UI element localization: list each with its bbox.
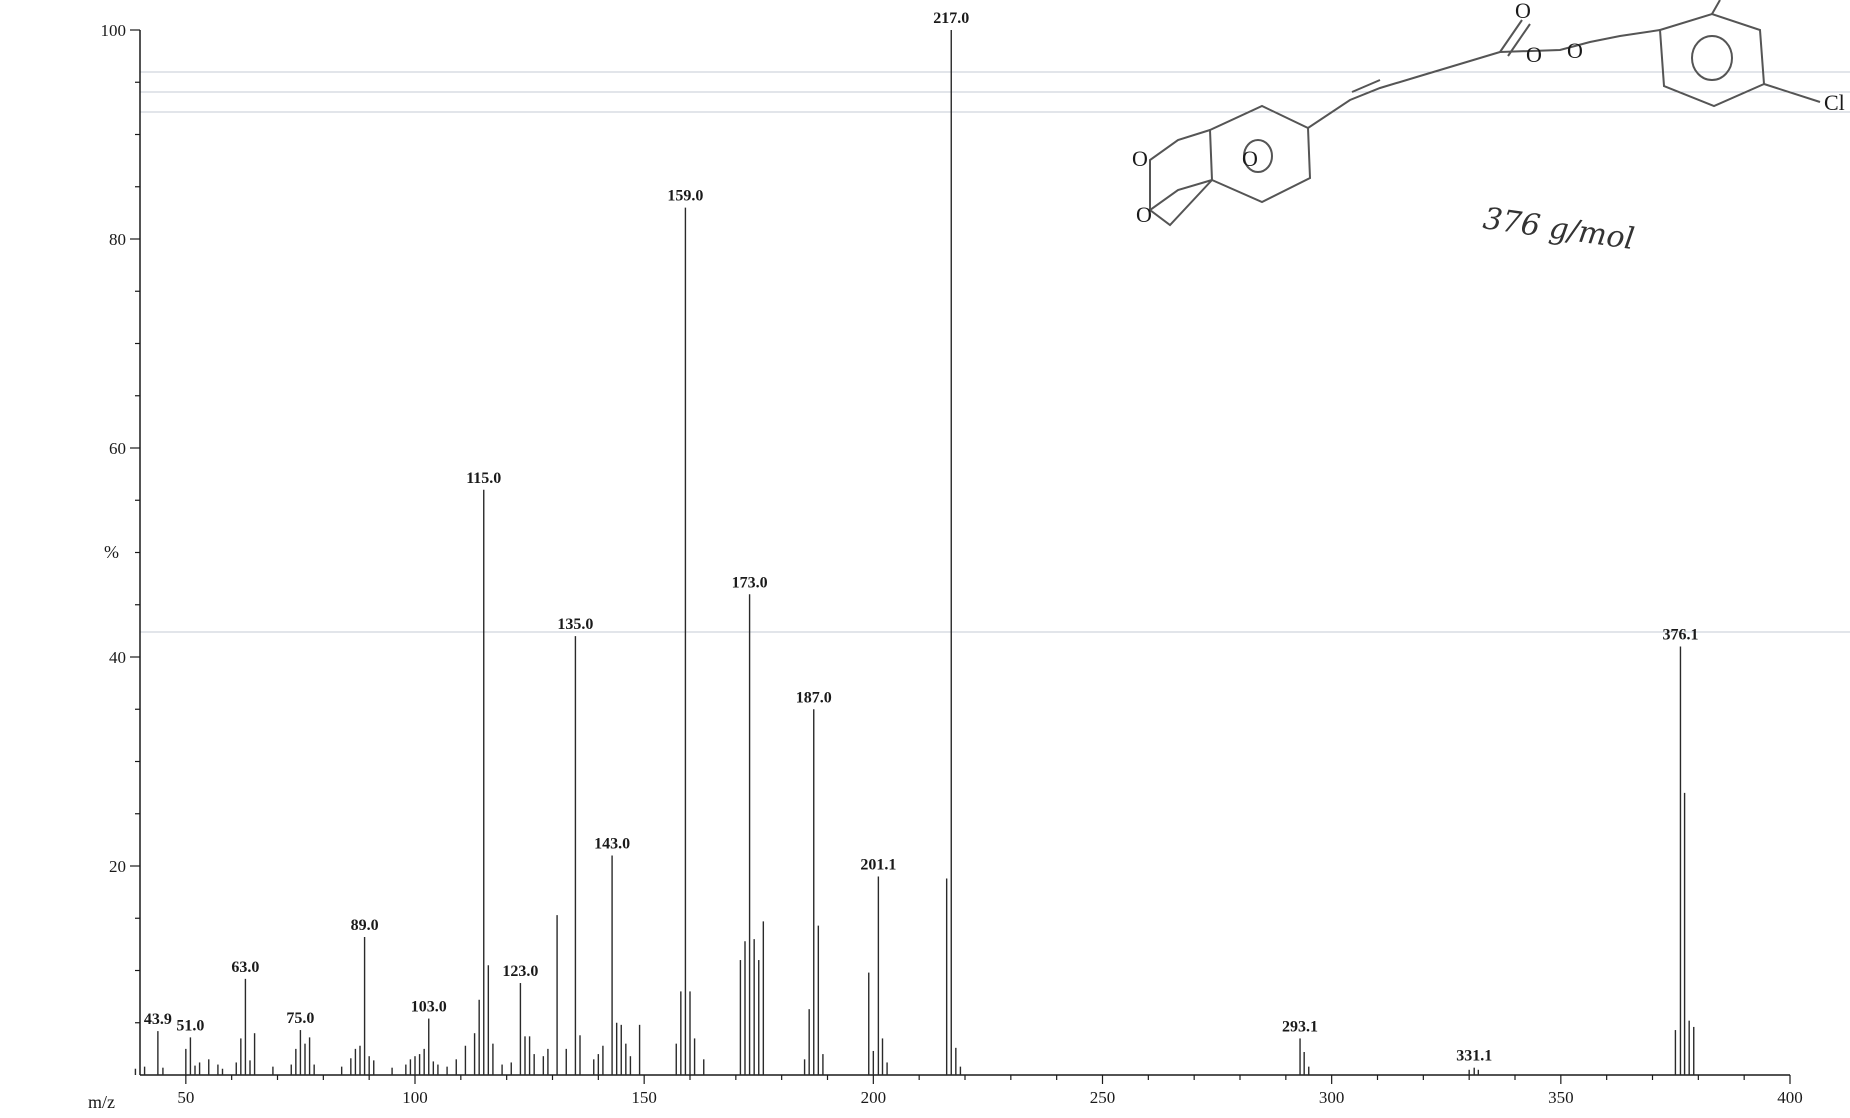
chemical-structure-sketch <box>1148 0 1821 227</box>
x-axis-label: m/z <box>88 1092 115 1112</box>
peak-label: 123.0 <box>502 963 538 980</box>
y-tick-label: 20 <box>109 857 126 876</box>
atom-label-o: O <box>1526 42 1542 67</box>
x-tick-label: 50 <box>177 1088 194 1107</box>
atom-label-cl: Cl <box>1824 90 1845 115</box>
x-tick-label: 250 <box>1090 1088 1116 1107</box>
peak-label: 187.0 <box>796 689 832 706</box>
background-ghost-table <box>140 71 1850 633</box>
x-tick-label: 200 <box>861 1088 887 1107</box>
peaks <box>134 30 1695 1075</box>
handwritten-molar-mass: 376 g/mol <box>1481 201 1637 257</box>
atom-label-o: O <box>1515 0 1531 23</box>
peak-label: 173.0 <box>732 574 768 591</box>
peak-label: 159.0 <box>667 188 703 205</box>
y-tick-label: 80 <box>109 230 126 249</box>
y-tick-label: 40 <box>109 648 126 667</box>
peak-labels: 43.9 51.0 63.0 75.0 89.0 103.0 115.0 123.0 135.0… <box>144 10 1699 1065</box>
x-tick-label: 350 <box>1548 1088 1574 1107</box>
x-tick-label: 100 <box>402 1088 428 1107</box>
y-tick-label: 100 <box>101 21 127 40</box>
peak-label: 75.0 <box>286 1010 314 1027</box>
atom-label-o: O <box>1242 146 1258 171</box>
x-tick-label: 300 <box>1319 1088 1345 1107</box>
y-axis-label: % <box>104 542 119 562</box>
peak-label: 63.0 <box>231 959 259 976</box>
peak-label: 43.9 <box>144 1011 172 1028</box>
peak-label: 201.1 <box>860 856 896 873</box>
peak-label: 331.1 <box>1456 1048 1492 1065</box>
peak-label: 51.0 <box>176 1017 204 1034</box>
x-tick-label: 400 <box>1777 1088 1803 1107</box>
peak-label: 115.0 <box>466 470 501 487</box>
x-tick-label: 150 <box>631 1088 657 1107</box>
peak-label: 293.1 <box>1282 1018 1318 1035</box>
peak-label: 103.0 <box>411 999 447 1016</box>
y-tick-label: 60 <box>109 439 126 458</box>
peak-label: 135.0 <box>557 616 593 633</box>
peak-label: 143.0 <box>594 836 630 853</box>
atom-label-o: O <box>1136 202 1152 227</box>
atom-label-o: O <box>1132 146 1148 171</box>
structure-atom-labels: O O O O O O Cl <box>1132 0 1845 227</box>
atom-label-o: O <box>1567 38 1583 63</box>
peak-label: 376.1 <box>1662 627 1698 644</box>
peak-label: 89.0 <box>351 917 379 934</box>
peak-label: 217.0 <box>933 10 969 27</box>
